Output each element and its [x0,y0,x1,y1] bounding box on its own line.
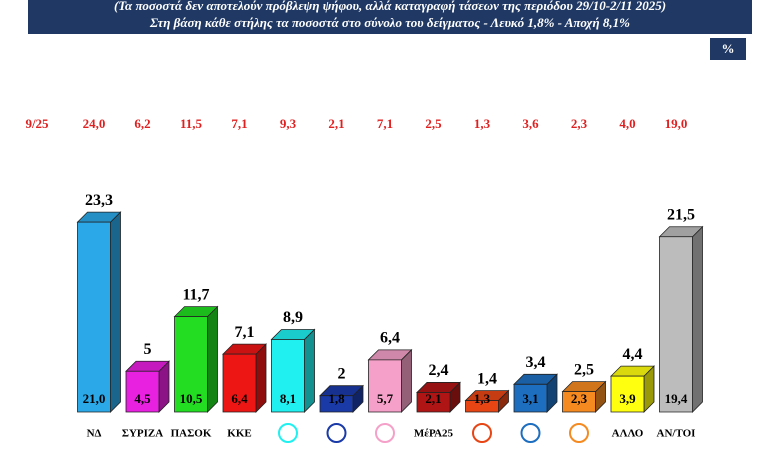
previous-value-label: 3,6 [522,116,539,131]
unit-label: % [722,41,735,56]
base-value-label: 2,3 [571,391,588,406]
party-logo [569,423,589,443]
value-label: 5 [144,341,152,358]
header-line: (Τα ποσοστά δεν αποτελούν πρόβλεψη ψήφου… [114,0,666,13]
category-label: ΠΑΣΟΚ [171,428,212,440]
previous-value-label: 2,5 [425,116,442,131]
category-label: ΣΥΡΙΖΑ [122,428,163,440]
previous-value-label: 19,0 [665,116,688,131]
base-value-label: 21,0 [83,391,106,406]
bar [270,328,316,413]
bar [222,343,267,413]
header-line: Στη βάση κάθε στήλης τα ποσοστά στο σύνο… [149,15,630,30]
unit-box [710,38,746,60]
previous-value-label: 6,2 [134,116,150,131]
value-label: 4,4 [623,346,643,363]
base-value-label: 4,5 [134,391,151,406]
previous-value-label: 7,1 [377,116,393,131]
base-value-label: 1,8 [328,391,345,406]
value-label: 6,4 [380,330,400,347]
bar [76,211,122,413]
party-logo [326,423,347,443]
previous-value-label: 2,1 [328,116,344,131]
bar [561,380,607,413]
bar [319,384,364,413]
party-logo [520,423,541,443]
value-label: 3,4 [526,354,546,371]
bar [125,360,170,413]
value-label: 7,1 [235,324,255,341]
bar [658,225,704,413]
previous-value-label: 7,1 [231,116,247,131]
previous-value-label: 2,3 [571,116,588,131]
bar [610,365,655,413]
category-label: ΜέΡΑ25 [414,428,454,440]
base-value-label: 8,1 [280,391,296,406]
party-logo [375,423,395,443]
base-value-label: 1,3 [474,391,491,406]
category-label: ΑΛΛΟ [612,428,644,440]
category-label: ΑΝ/ΤΟΙ [657,428,696,440]
base-value-label: 3,9 [619,391,636,406]
previous-label: 9/25 [25,116,49,131]
previous-value-label: 11,5 [180,116,203,131]
party-logo [472,423,492,443]
bar [367,348,413,413]
value-label: 23,3 [85,192,113,209]
value-label: 2,5 [574,361,594,378]
category-label: ΚΚΕ [227,428,251,440]
value-label: 2,4 [429,362,449,379]
base-value-label: 5,7 [377,391,394,406]
previous-value-label: 24,0 [83,116,106,131]
value-label: 1,4 [477,370,497,387]
previous-value-label: 9,3 [280,116,297,131]
bar [416,381,461,413]
base-value-label: 19,4 [665,391,688,406]
header-banner [28,0,752,34]
party-logo [278,423,298,443]
value-label: 2 [338,365,346,382]
value-label: 21,5 [667,206,695,223]
bar [464,389,510,413]
bar [513,373,558,413]
value-label: 8,9 [283,309,303,326]
bar [173,305,219,413]
previous-value-label: 4,0 [619,116,635,131]
base-value-label: 2,1 [425,391,441,406]
base-value-label: 3,1 [522,391,538,406]
value-label: 11,7 [182,286,209,303]
category-label: ΝΔ [87,428,102,440]
base-value-label: 6,4 [231,391,248,406]
previous-value-label: 1,3 [474,116,491,131]
base-value-label: 10,5 [180,391,203,406]
